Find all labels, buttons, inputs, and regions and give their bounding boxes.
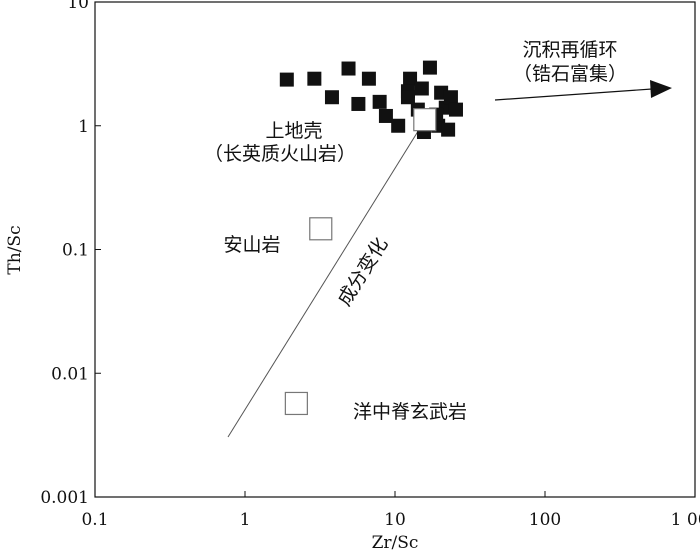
trend-line [227, 111, 431, 438]
marker [448, 102, 463, 117]
x-tick-label: 1 000 [671, 510, 700, 530]
marker [341, 61, 356, 76]
marker [284, 391, 308, 416]
marker [307, 71, 322, 86]
marker [400, 90, 415, 105]
x-axis-label: Zr/Sc [372, 533, 419, 553]
marker [403, 71, 418, 86]
marker [324, 90, 339, 105]
marker [309, 217, 333, 241]
y-tick-label: 0.1 [62, 241, 89, 261]
annotation: 安山岩 [223, 234, 280, 256]
marker [422, 60, 437, 75]
marker [391, 118, 406, 133]
x-tick-label: 10 [384, 510, 406, 530]
annotation: （锆石富集） [513, 63, 627, 85]
x-tick-label: 1 [240, 510, 251, 530]
marker [443, 90, 458, 105]
y-tick-label: 0.01 [51, 364, 89, 384]
marker [413, 108, 437, 132]
y-tick-label: 1 [78, 117, 89, 137]
marker [361, 71, 376, 86]
arrow-line [494, 88, 653, 101]
x-tick-label: 100 [529, 510, 561, 530]
marker [279, 72, 294, 87]
annotation: 洋中脊玄武岩 [353, 401, 467, 423]
marker [441, 122, 456, 137]
annotation: 成分变化 [333, 234, 392, 310]
marker [378, 108, 393, 123]
y-tick-label: 0.001 [40, 488, 89, 508]
marker [351, 96, 366, 111]
annotation: （长英质火山岩） [204, 143, 356, 165]
y-axis-label: Th/Sc [5, 225, 25, 274]
marker [414, 81, 429, 96]
annotation: 沉积再循环 [522, 39, 617, 61]
marker [372, 94, 387, 109]
y-tick-label: 10 [67, 0, 89, 13]
arrow-head [650, 80, 672, 98]
x-tick-label: 0.1 [81, 510, 108, 530]
annotation: 上地壳 [265, 120, 322, 142]
